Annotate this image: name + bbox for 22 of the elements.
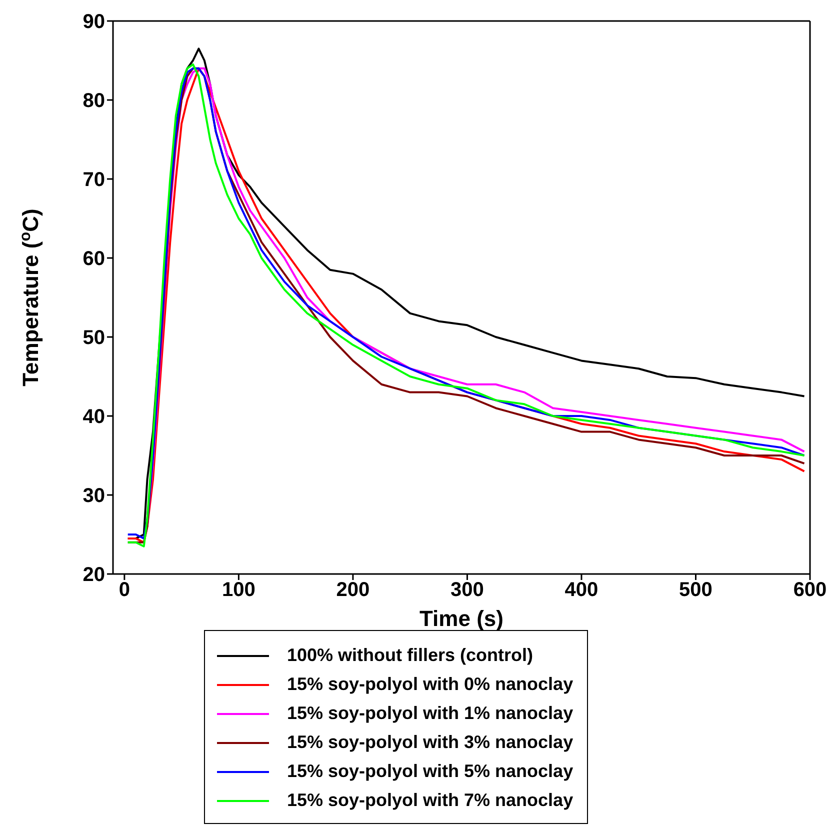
x-axis-title: Time (s) (420, 606, 504, 631)
x-tick-label: 100 (222, 579, 256, 602)
x-tick-label: 500 (679, 579, 712, 602)
legend-label: 100% without fillers (control) (287, 645, 534, 666)
x-tick-label: 400 (564, 579, 598, 602)
legend-label: 15% soy-polyol with 7% nanoclay (287, 790, 574, 811)
legend-label: 15% soy-polyol with 1% nanoclay (287, 703, 574, 724)
legend-label: 15% soy-polyol with 0% nanoclay (287, 674, 574, 695)
y-tick-label: 50 (82, 327, 105, 350)
x-tick-label: 600 (793, 579, 827, 602)
y-tick-label: 70 (82, 169, 105, 192)
y-tick-label: 60 (82, 248, 105, 270)
y-tick-label: 90 (82, 11, 105, 34)
y-tick-label: 40 (82, 406, 105, 428)
legend-label: 15% soy-polyol with 3% nanoclay (287, 732, 574, 753)
y-tick-label: 20 (82, 564, 105, 586)
x-tick-label: 0 (118, 579, 130, 602)
y-tick-label: 30 (82, 485, 105, 508)
y-tick-label: 80 (82, 90, 105, 112)
x-tick-label: 200 (336, 579, 370, 602)
x-tick-label: 300 (450, 579, 484, 602)
legend-label: 15% soy-polyol with 5% nanoclay (287, 761, 574, 782)
